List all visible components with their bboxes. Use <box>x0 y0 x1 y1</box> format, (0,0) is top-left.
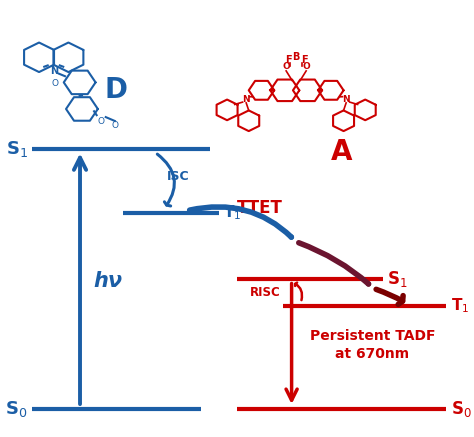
Text: S$_1$: S$_1$ <box>6 139 27 159</box>
Text: F: F <box>301 55 308 65</box>
Text: hν: hν <box>94 271 123 291</box>
FancyArrowPatch shape <box>376 289 403 304</box>
Text: Persistent TADF
at 670nm: Persistent TADF at 670nm <box>310 329 435 361</box>
Text: F: F <box>285 55 292 65</box>
Text: O: O <box>283 62 290 70</box>
Text: B: B <box>292 52 300 62</box>
FancyArrowPatch shape <box>299 243 368 284</box>
Text: T$_1$: T$_1$ <box>223 203 242 222</box>
Text: S$_0$: S$_0$ <box>451 399 472 419</box>
Text: N: N <box>342 94 350 104</box>
Text: N: N <box>242 94 250 104</box>
Text: O: O <box>111 121 118 130</box>
Text: O: O <box>98 117 105 126</box>
Text: ISC: ISC <box>166 170 189 183</box>
Text: A: A <box>331 139 352 166</box>
Text: S$_0$: S$_0$ <box>5 399 27 419</box>
Text: T$_1$: T$_1$ <box>451 297 469 315</box>
Text: D: D <box>105 76 128 104</box>
Text: TTET: TTET <box>237 198 283 217</box>
Text: O: O <box>302 62 310 70</box>
Text: S$_1$: S$_1$ <box>387 269 408 289</box>
Text: RISC: RISC <box>249 286 280 299</box>
FancyArrowPatch shape <box>190 207 292 237</box>
FancyArrowPatch shape <box>157 154 174 206</box>
Text: O: O <box>51 79 58 88</box>
FancyArrowPatch shape <box>295 283 302 300</box>
Text: N: N <box>50 66 58 76</box>
